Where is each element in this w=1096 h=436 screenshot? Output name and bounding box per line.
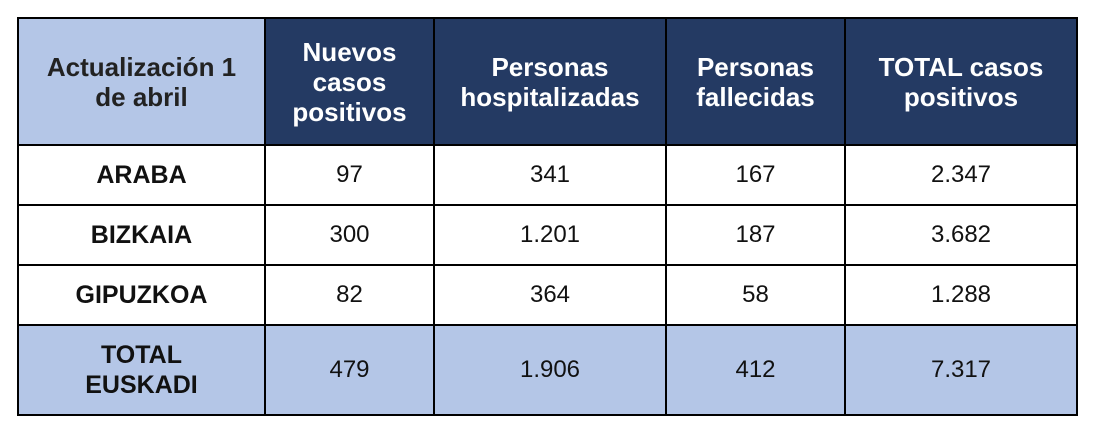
cell: 97 <box>264 144 435 206</box>
total-row: TOTAL EUSKADI 479 1.906 412 7.317 <box>17 324 1078 416</box>
cell: 1.201 <box>433 204 667 266</box>
header-new-cases: Nuevos casos positivos <box>264 17 435 146</box>
cell: 2.347 <box>844 144 1078 206</box>
total-cell: 479 <box>264 324 435 416</box>
covid-cases-table: Actualización 1 de abril Nuevos casos po… <box>17 17 1078 416</box>
cell: 58 <box>665 264 846 326</box>
cell: 187 <box>665 204 846 266</box>
header-row: Actualización 1 de abril Nuevos casos po… <box>17 17 1078 146</box>
cell: 1.288 <box>844 264 1078 326</box>
table-row: GIPUZKOA 82 364 58 1.288 <box>17 264 1078 326</box>
header-date: Actualización 1 de abril <box>17 17 266 146</box>
total-cell: 1.906 <box>433 324 667 416</box>
row-label: ARABA <box>17 144 266 206</box>
total-cell: 412 <box>665 324 846 416</box>
row-label: GIPUZKOA <box>17 264 266 326</box>
table-row: ARABA 97 341 167 2.347 <box>17 144 1078 206</box>
cell: 3.682 <box>844 204 1078 266</box>
cell: 300 <box>264 204 435 266</box>
cell: 167 <box>665 144 846 206</box>
cell: 364 <box>433 264 667 326</box>
cell: 82 <box>264 264 435 326</box>
row-label: BIZKAIA <box>17 204 266 266</box>
header-total-cases: TOTAL casos positivos <box>844 17 1078 146</box>
header-deceased: Personas fallecidas <box>665 17 846 146</box>
table-row: BIZKAIA 300 1.201 187 3.682 <box>17 204 1078 266</box>
cell: 341 <box>433 144 667 206</box>
header-hospitalized: Personas hospitalizadas <box>433 17 667 146</box>
total-label: TOTAL EUSKADI <box>17 324 266 416</box>
total-cell: 7.317 <box>844 324 1078 416</box>
